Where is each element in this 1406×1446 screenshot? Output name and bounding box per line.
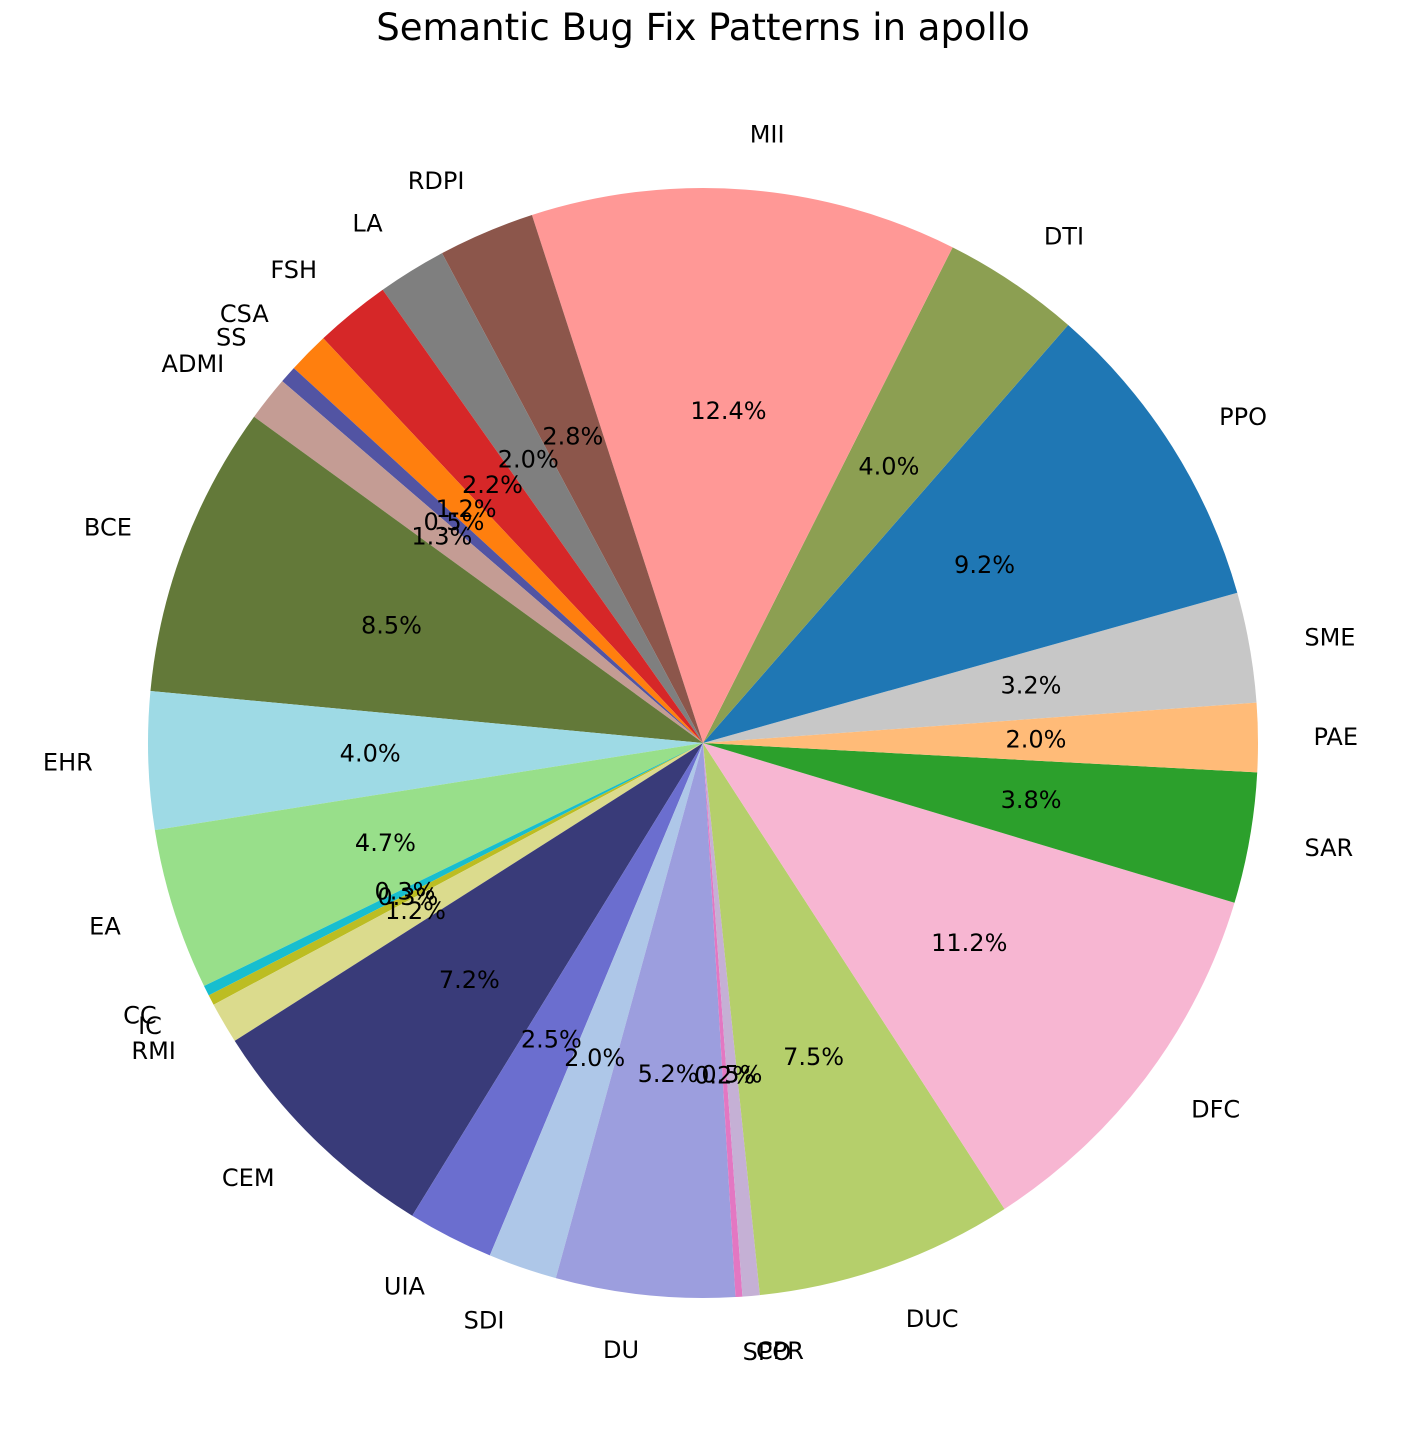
pie-slice-fsh (323, 289, 703, 743)
pie-slice-du (555, 743, 736, 1299)
pie-percent-label-bce: 8.5% (361, 611, 422, 639)
pie-slice-sdi (489, 743, 703, 1279)
pie-percent-label-rmi: 1.2% (385, 897, 446, 925)
pie-category-label-ea: EA (89, 913, 121, 941)
pie-percent-label-fsh: 2.2% (462, 471, 523, 499)
pie-slice-csa (293, 338, 703, 743)
pie-category-label-sdi: SDI (464, 1306, 505, 1334)
pie-category-label-dfc: DFC (1191, 1096, 1240, 1124)
pie-slice-rmi (213, 743, 703, 1041)
pie-category-label-cc: CC (123, 1002, 157, 1030)
pie-percent-label-sdi: 2.0% (564, 1044, 625, 1072)
pie-percent-label-la: 2.0% (498, 446, 559, 474)
pie-slice-uia (412, 743, 703, 1256)
pie-category-label-uia: UIA (384, 1273, 426, 1301)
pie-percent-label-rdpi: 2.8% (542, 422, 603, 450)
pie-slice-rdpi (442, 215, 703, 744)
pie-percent-label-pae: 2.0% (1005, 726, 1066, 754)
pie-percent-label-spo: 0.2% (694, 1061, 755, 1089)
pie-category-label-csa: CSA (220, 300, 269, 328)
pie-slice-dti (703, 247, 1069, 743)
pie-slice-ic (208, 743, 703, 1005)
pie-slice-spo (703, 743, 743, 1298)
pie-category-label-fsh: FSH (270, 256, 317, 284)
pie-percent-label-uia: 2.5% (521, 1025, 582, 1053)
pie-percent-label-sme: 3.2% (1001, 672, 1062, 700)
pie-category-label-rdpi: RDPI (408, 167, 465, 195)
pie-slice-duc (703, 743, 1005, 1296)
pie-category-label-spo: SPO (743, 1338, 792, 1366)
pie-category-label-duc: DUC (906, 1305, 959, 1333)
pie-percent-label-ss: 0.5% (423, 508, 484, 536)
pie-percent-label-dti: 4.0% (858, 453, 919, 481)
pie-category-label-sme: SME (1304, 624, 1355, 652)
pie-percent-label-cpr: 0.5% (701, 1061, 762, 1089)
pie-slice-mii (531, 188, 953, 743)
pie-category-label-sar: SAR (1304, 834, 1353, 862)
pie-slice-bce (150, 416, 703, 743)
pie-slice-ppo (703, 325, 1238, 743)
pie-percent-label-mii: 12.4% (690, 397, 766, 425)
pie-slice-dfc (703, 743, 1235, 1209)
pie-percent-label-dfc: 11.2% (931, 929, 1007, 957)
pie-category-label-la: LA (352, 209, 383, 237)
pie-category-label-dti: DTI (1044, 223, 1084, 251)
pie-slice-admi (254, 381, 704, 743)
chart-title: Semantic Bug Fix Patterns in apollo (376, 6, 1030, 49)
pie-slice-cem (234, 743, 703, 1216)
pie-percent-label-ehr: 4.0% (340, 740, 401, 768)
pie-percent-label-du: 5.2% (638, 1060, 699, 1088)
pie-percent-label-cc: 0.3% (375, 878, 436, 906)
pie-percent-label-cem: 7.2% (439, 966, 500, 994)
pie-category-label-ehr: EHR (43, 748, 93, 776)
pie-percent-label-duc: 7.5% (783, 1043, 844, 1071)
pie-category-label-admi: ADMI (162, 350, 225, 378)
pie-category-label-ss: SS (216, 324, 246, 352)
pie-slice-pae (703, 702, 1259, 773)
pie-percent-label-ppo: 9.2% (954, 551, 1015, 579)
pie-percent-label-ic: 0.3% (377, 883, 438, 911)
pie-percent-label-csa: 1.2% (436, 495, 497, 523)
pie-percent-label-admi: 1.3% (411, 522, 472, 550)
pie-slice-ehr (147, 690, 703, 831)
pie-slice-sme (703, 592, 1257, 743)
pie-slices (147, 188, 1259, 1299)
pie-slice-cpr (703, 743, 760, 1297)
pie-percent-label-sar: 3.8% (1001, 786, 1062, 814)
pie-category-label-bce: BCE (84, 513, 132, 541)
pie-category-label-rmi: RMI (131, 1037, 175, 1065)
pie-category-label-cem: CEM (222, 1164, 275, 1192)
pie-slice-ea (154, 743, 703, 987)
pie-category-label-pae: PAE (1313, 723, 1358, 751)
pie-category-label-mii: MII (750, 120, 785, 148)
pie-slice-ss (282, 368, 703, 743)
pie-category-label-ppo: PPO (1219, 403, 1267, 431)
pie-slice-la (382, 253, 703, 743)
pie-percent-label-ea: 4.7% (355, 829, 416, 857)
pie-category-label-ic: IC (138, 1012, 162, 1040)
pie-percent-labels: 3.2%9.2%4.0%12.4%2.8%2.0%2.2%1.2%0.5%1.3… (340, 397, 1067, 1089)
pie-slice-cc (204, 743, 703, 996)
pie-category-label-du: DU (603, 1336, 639, 1364)
pie-category-label-cpr: CPR (756, 1337, 804, 1365)
pie-slice-sar (703, 743, 1258, 903)
